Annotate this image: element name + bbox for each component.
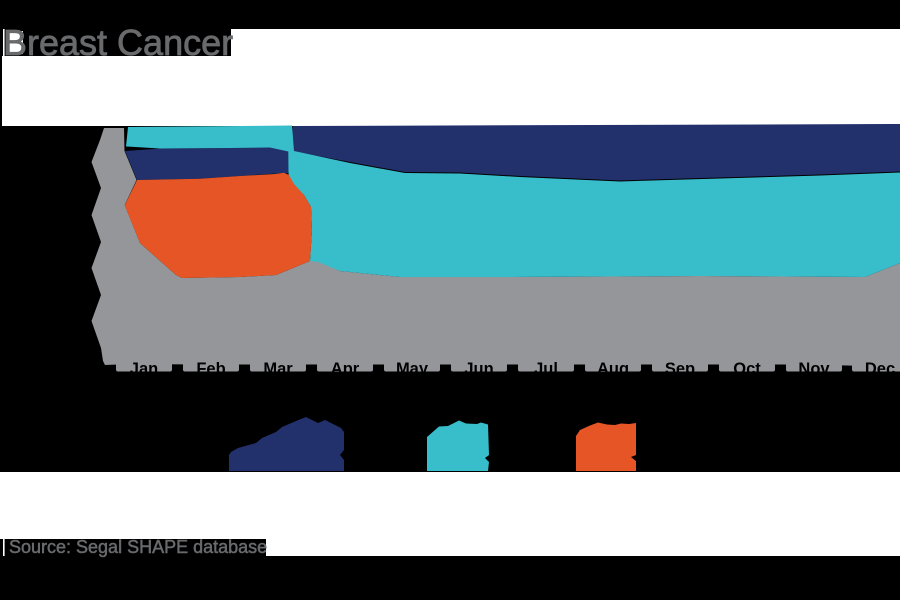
- svg-text:Mar: Mar: [263, 360, 293, 378]
- svg-text:Oct: Oct: [733, 360, 761, 378]
- svg-text:Source: Segal SHAPE database: Source: Segal SHAPE database: [9, 537, 267, 557]
- svg-text:Jul: Jul: [534, 360, 558, 378]
- svg-text:Apr: Apr: [331, 360, 360, 378]
- svg-text:Feb: Feb: [196, 360, 225, 378]
- svg-text:Jan: Jan: [130, 360, 158, 378]
- svg-text:Sep: Sep: [665, 360, 695, 378]
- svg-text:Breast Cancer: Breast Cancer: [3, 22, 233, 63]
- svg-text:Nov: Nov: [798, 360, 830, 378]
- svg-text:Dec: Dec: [865, 360, 895, 378]
- svg-text:Jun: Jun: [464, 360, 493, 378]
- svg-text:May: May: [396, 360, 429, 378]
- svg-text:Aug: Aug: [597, 360, 629, 378]
